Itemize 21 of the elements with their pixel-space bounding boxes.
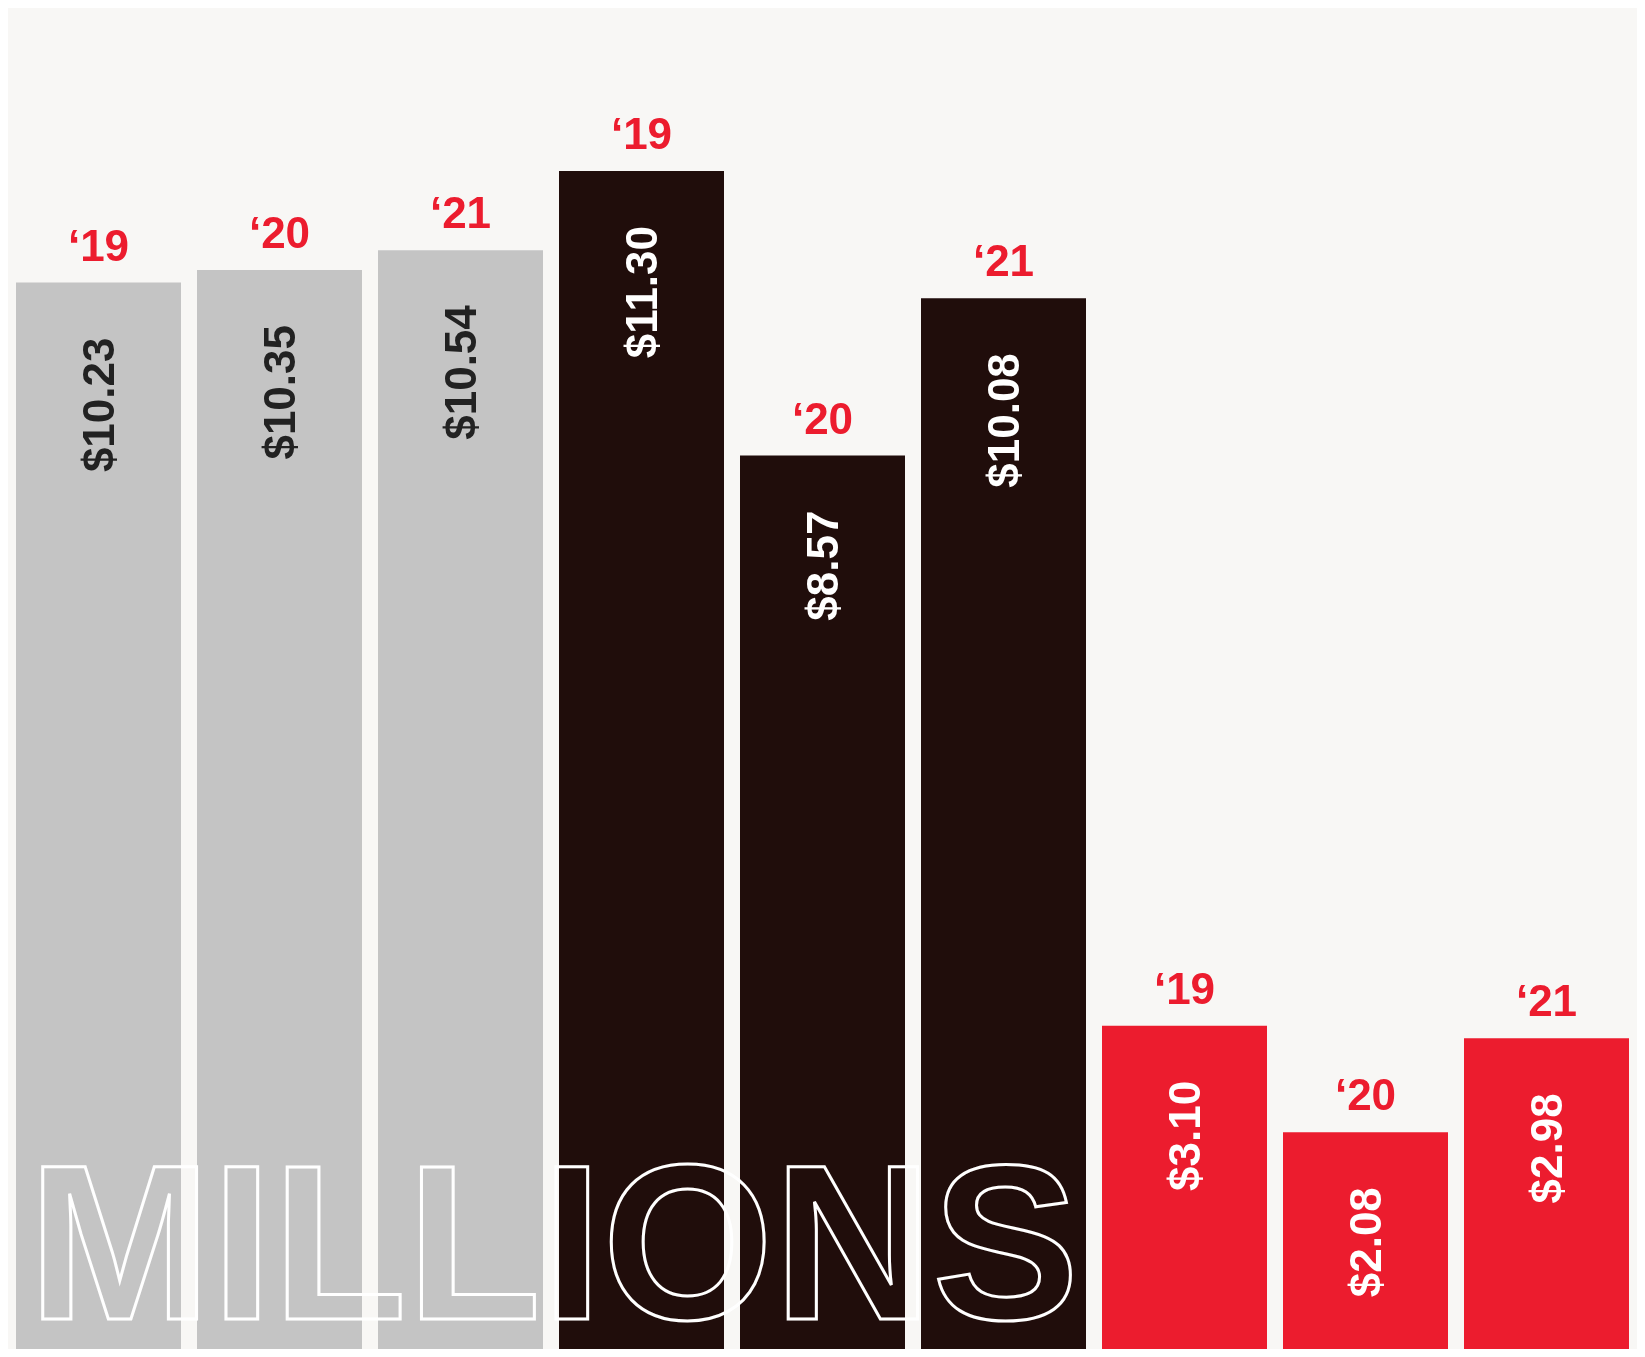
data-label: $10.08 xyxy=(979,353,1028,488)
bar xyxy=(1283,1132,1448,1349)
x-tick-label: ‘19 xyxy=(610,108,673,158)
data-label: $10.35 xyxy=(255,325,304,460)
bar xyxy=(1102,1025,1267,1349)
x-tick-label: ‘21 xyxy=(972,236,1035,286)
x-tick-label: ‘20 xyxy=(791,393,854,443)
x-tick-label: ‘20 xyxy=(1334,1070,1397,1120)
x-tick-label: ‘20 xyxy=(248,208,311,258)
data-label: $11.30 xyxy=(617,225,666,359)
data-label: $3.10 xyxy=(1160,1080,1209,1191)
data-label: $10.54 xyxy=(436,304,485,440)
data-label: $8.57 xyxy=(798,510,847,621)
bar xyxy=(1464,1038,1629,1349)
data-label: $10.23 xyxy=(74,337,123,473)
x-tick-label: ‘21 xyxy=(429,188,492,238)
data-label: $2.98 xyxy=(1522,1093,1571,1204)
x-tick-label: ‘19 xyxy=(67,220,130,270)
x-tick-label: ‘21 xyxy=(1515,976,1578,1026)
data-label: $2.08 xyxy=(1341,1187,1390,1298)
x-tick-label: ‘19 xyxy=(1153,963,1216,1013)
